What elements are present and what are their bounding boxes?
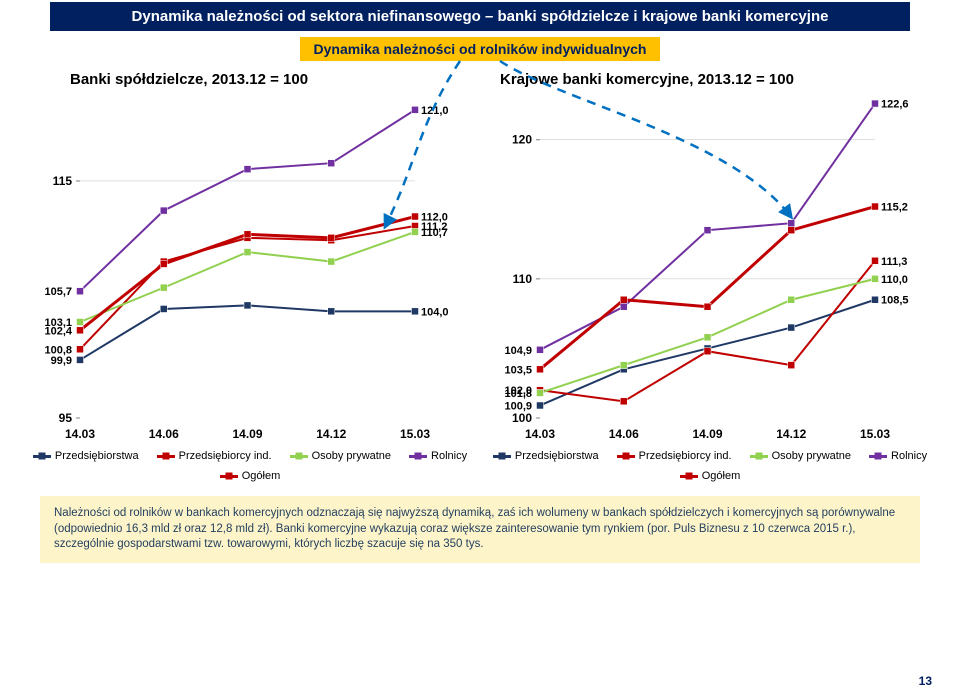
legend-item: Rolnicy — [409, 450, 467, 462]
svg-text:99,9: 99,9 — [51, 355, 72, 367]
page-title: Dynamika należności od sektora niefinans… — [50, 2, 910, 31]
legend-label: Ogółem — [242, 470, 281, 482]
right-legend: Przedsiębiorstwa Przedsiębiorcy ind. Osoby… — [490, 450, 930, 482]
svg-text:14.12: 14.12 — [776, 427, 806, 441]
legend-item: Osoby prywatne — [290, 450, 391, 462]
svg-text:95: 95 — [59, 411, 73, 425]
legend-item: Osoby prywatne — [750, 450, 851, 462]
left-chart-title: Banki spółdzielcze, 2013.12 = 100 — [70, 71, 470, 88]
svg-text:101,8: 101,8 — [504, 388, 532, 400]
svg-text:115,2: 115,2 — [881, 202, 908, 214]
legend-item: Przedsiębiorcy ind. — [157, 450, 272, 462]
svg-text:108,5: 108,5 — [881, 295, 909, 307]
legend-item: Ogółem — [680, 470, 741, 482]
right-chart-title: Krajowe banki komercyjne, 2013.12 = 100 — [500, 71, 930, 88]
legend-label: Rolnicy — [431, 450, 467, 462]
svg-text:104,0: 104,0 — [421, 306, 449, 318]
page-number: 13 — [919, 674, 932, 688]
legend-item: Przedsiębiorstwa — [493, 450, 599, 462]
svg-text:120: 120 — [512, 133, 532, 147]
legend-label: Osoby prywatne — [772, 450, 851, 462]
svg-text:111,3: 111,3 — [881, 256, 907, 268]
svg-text:115: 115 — [53, 174, 73, 188]
left-chart-column: Banki spółdzielcze, 2013.12 = 100 95 115 1… — [30, 69, 470, 482]
charts-row: Banki spółdzielcze, 2013.12 = 100 95 115 1… — [0, 69, 960, 482]
svg-text:14.09: 14.09 — [232, 427, 262, 441]
chart-subtitle: Dynamika należności od rolników indywidu… — [300, 37, 661, 61]
legend-label: Przedsiębiorcy ind. — [639, 450, 732, 462]
svg-text:112,0: 112,0 — [421, 212, 448, 224]
left-chart-svg: 9511514.0314.0614.0914.1215.03104,099,91… — [30, 88, 470, 448]
svg-text:100,9: 100,9 — [504, 400, 532, 412]
legend-item: Przedsiębiorstwa — [33, 450, 139, 462]
legend-label: Przedsiębiorcy ind. — [179, 450, 272, 462]
svg-text:100: 100 — [512, 411, 532, 425]
legend-label: Osoby prywatne — [312, 450, 391, 462]
svg-text:14.03: 14.03 — [525, 427, 555, 441]
legend-item: Rolnicy — [869, 450, 927, 462]
legend-item: Ogółem — [220, 470, 281, 482]
legend-item: Przedsiębiorcy ind. — [617, 450, 732, 462]
svg-text:100,8: 100,8 — [44, 344, 72, 356]
legend-label: Rolnicy — [891, 450, 927, 462]
svg-text:14.12: 14.12 — [316, 427, 346, 441]
svg-text:14.03: 14.03 — [65, 427, 95, 441]
svg-text:104,9: 104,9 — [504, 345, 532, 357]
left-legend: Przedsiębiorstwa Przedsiębiorcy ind. Osoby… — [30, 450, 470, 482]
svg-text:15.03: 15.03 — [400, 427, 430, 441]
svg-text:15.03: 15.03 — [860, 427, 890, 441]
svg-text:14.09: 14.09 — [692, 427, 722, 441]
svg-text:103,5: 103,5 — [504, 364, 532, 376]
legend-label: Ogółem — [702, 470, 741, 482]
footnote-box: Należności od rolników w bankach komercy… — [40, 496, 920, 563]
legend-label: Przedsiębiorstwa — [515, 450, 599, 462]
svg-text:14.06: 14.06 — [609, 427, 639, 441]
legend-label: Przedsiębiorstwa — [55, 450, 139, 462]
svg-text:110,0: 110,0 — [881, 274, 908, 286]
svg-text:110,7: 110,7 — [421, 227, 448, 239]
svg-text:105,7: 105,7 — [44, 286, 72, 298]
svg-text:121,0: 121,0 — [421, 105, 449, 117]
right-chart-svg: 100 110 120 14.03 14.06 14.09 14.12 15.03 108,5 1… — [490, 88, 930, 448]
svg-text:110: 110 — [513, 272, 533, 286]
svg-text:14.06: 14.06 — [149, 427, 179, 441]
svg-text:122,6: 122,6 — [881, 99, 909, 111]
right-chart-column: Krajowe banki komercyjne, 2013.12 = 100 … — [490, 69, 930, 482]
svg-text:102,4: 102,4 — [44, 325, 72, 337]
